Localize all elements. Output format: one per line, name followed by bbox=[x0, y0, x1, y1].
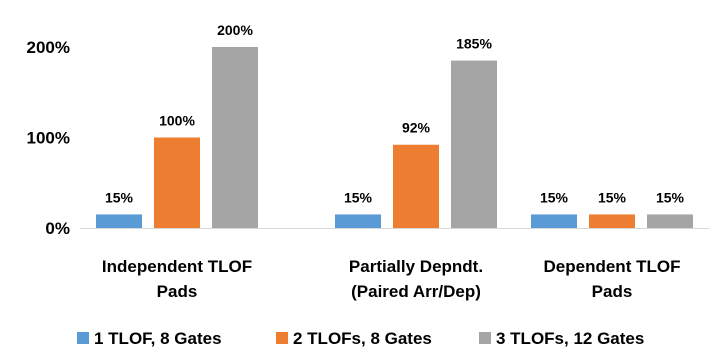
legend-swatch bbox=[276, 332, 288, 344]
data-label: 92% bbox=[402, 120, 431, 136]
data-label: 200% bbox=[217, 22, 253, 38]
bar bbox=[531, 214, 577, 228]
data-label: 185% bbox=[456, 36, 492, 52]
bar bbox=[96, 214, 142, 228]
bar bbox=[589, 214, 635, 228]
legend-label: 1 TLOF, 8 Gates bbox=[94, 329, 222, 348]
x-category-label: Independent TLOF bbox=[102, 257, 252, 276]
legend-swatch bbox=[77, 332, 89, 344]
legend-swatch bbox=[479, 332, 491, 344]
data-label: 15% bbox=[598, 189, 627, 205]
data-label: 100% bbox=[159, 113, 195, 129]
bar bbox=[335, 214, 381, 228]
data-label: 15% bbox=[540, 189, 569, 205]
x-category-label: Dependent TLOF bbox=[544, 257, 681, 276]
bar bbox=[451, 60, 497, 229]
x-category-label: (Paired Arr/Dep) bbox=[351, 282, 481, 301]
data-label: 15% bbox=[656, 189, 685, 205]
x-category-label: Pads bbox=[592, 282, 633, 301]
plot-area: 0% 100% 200% 15% 100% 200% Independent TLOF Pad… bbox=[27, 22, 710, 301]
data-label: 15% bbox=[105, 189, 134, 205]
legend-label: 2 TLOFs, 8 Gates bbox=[293, 329, 432, 348]
y-tick-label: 200% bbox=[27, 38, 70, 57]
x-category-label: Partially Depndt. bbox=[349, 257, 483, 276]
legend-label: 3 TLOFs, 12 Gates bbox=[496, 329, 644, 348]
bar bbox=[212, 47, 258, 228]
bar bbox=[647, 214, 693, 228]
y-tick-label: 0% bbox=[45, 219, 70, 238]
y-tick-label: 100% bbox=[27, 129, 70, 148]
bar bbox=[154, 137, 200, 228]
bar bbox=[393, 144, 439, 228]
legend: 1 TLOF, 8 Gates 2 TLOFs, 8 Gates 3 TLOFs, … bbox=[77, 329, 644, 348]
x-category-label: Pads bbox=[157, 282, 198, 301]
data-label: 15% bbox=[344, 189, 373, 205]
